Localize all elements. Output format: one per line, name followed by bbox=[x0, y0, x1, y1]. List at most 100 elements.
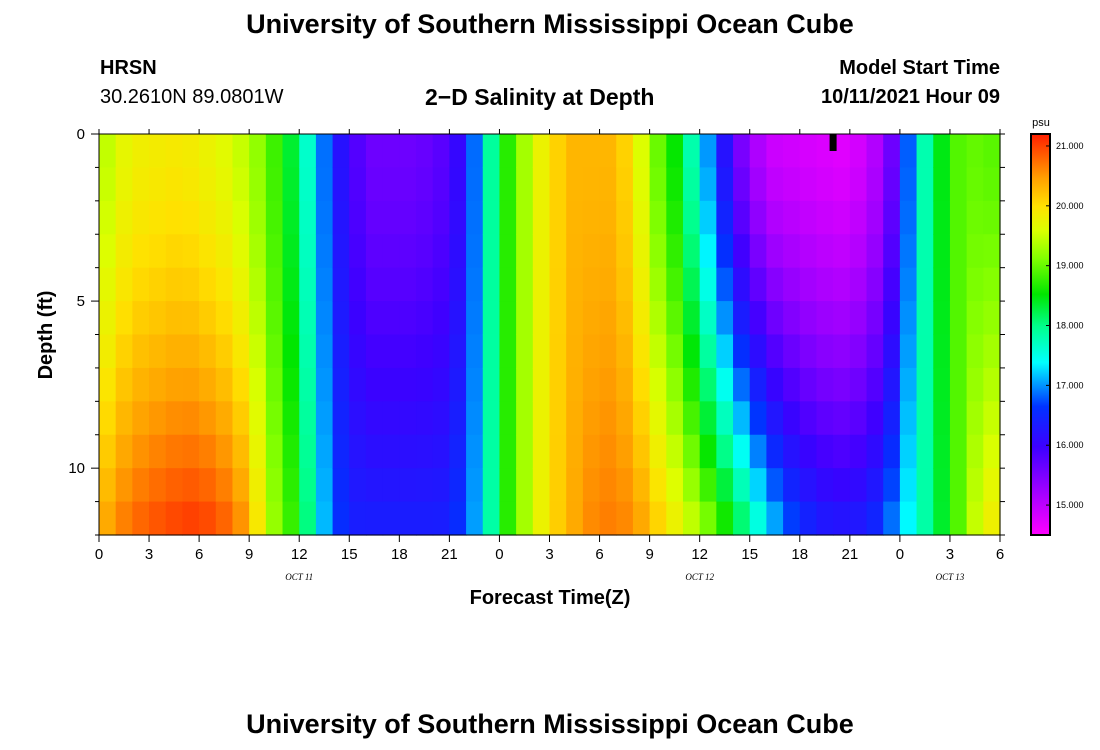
heatmap-cell bbox=[900, 468, 917, 502]
heatmap-cell bbox=[366, 201, 383, 235]
heatmap-cell bbox=[566, 368, 583, 402]
heatmap-cell bbox=[199, 134, 216, 168]
heatmap-cell bbox=[733, 335, 750, 369]
heatmap-cell bbox=[800, 401, 817, 435]
heatmap-cell bbox=[650, 234, 667, 268]
heatmap-cell bbox=[716, 502, 733, 536]
heatmap-cell bbox=[633, 301, 650, 335]
heatmap-cell bbox=[116, 201, 133, 235]
heatmap-cell bbox=[166, 301, 183, 335]
heatmap-cell bbox=[199, 435, 216, 469]
heatmap-cell bbox=[366, 134, 383, 168]
heatmap-cell bbox=[566, 502, 583, 536]
colorbar-tick-label: 17.000 bbox=[1056, 380, 1084, 390]
heatmap-cell bbox=[232, 368, 249, 402]
heatmap-cell bbox=[483, 502, 500, 536]
heatmap-cell bbox=[266, 301, 283, 335]
heatmap-cell bbox=[283, 502, 300, 536]
heatmap-cell bbox=[983, 368, 1000, 402]
heatmap-cell bbox=[733, 435, 750, 469]
heatmap-cell bbox=[483, 335, 500, 369]
heatmap-cell bbox=[566, 468, 583, 502]
heatmap-cell bbox=[933, 134, 950, 168]
heatmap-cell bbox=[499, 335, 516, 369]
heatmap-cell bbox=[600, 201, 617, 235]
heatmap-cell bbox=[850, 468, 867, 502]
heatmap-cell bbox=[466, 301, 483, 335]
x-tick-label: 3 bbox=[145, 546, 153, 563]
heatmap-cell bbox=[550, 401, 567, 435]
heatmap-cell bbox=[867, 201, 884, 235]
heatmap-cell bbox=[416, 301, 433, 335]
heatmap-cell bbox=[449, 502, 466, 536]
heatmap-cell bbox=[616, 301, 633, 335]
heatmap-cell bbox=[733, 368, 750, 402]
heatmap-cell bbox=[716, 368, 733, 402]
heatmap-cell bbox=[299, 335, 316, 369]
heatmap-cell bbox=[600, 268, 617, 302]
heatmap-cell bbox=[833, 468, 850, 502]
heatmap-cell bbox=[950, 435, 967, 469]
heatmap-cell bbox=[483, 301, 500, 335]
heatmap-cell bbox=[399, 167, 416, 201]
heatmap-cell bbox=[716, 134, 733, 168]
heatmap-cell bbox=[249, 368, 266, 402]
heatmap-cell bbox=[933, 468, 950, 502]
heatmap-cell bbox=[783, 401, 800, 435]
heatmap-cell bbox=[99, 468, 116, 502]
x-tick-label: 3 bbox=[946, 546, 954, 563]
heatmap-cell bbox=[800, 368, 817, 402]
heatmap-cell bbox=[466, 335, 483, 369]
heatmap-cell bbox=[132, 401, 149, 435]
heatmap-cell bbox=[933, 201, 950, 235]
heatmap-cell bbox=[132, 335, 149, 369]
x-tick-label: 6 bbox=[996, 546, 1004, 563]
heatmap-cell bbox=[349, 401, 366, 435]
heatmap-cell bbox=[149, 368, 166, 402]
heatmap-cell bbox=[666, 435, 683, 469]
heatmap-cell bbox=[116, 401, 133, 435]
heatmap-cell bbox=[299, 468, 316, 502]
heatmap-cell bbox=[833, 201, 850, 235]
salinity-heatmap-chart: 0 3 6 9 12 15 18 21 0 3 6 9 12 15 18 21 0 3 6OCT 11 OCT 12 O… bbox=[0, 0, 1100, 750]
heatmap-cell bbox=[399, 301, 416, 335]
heatmap-cell bbox=[416, 335, 433, 369]
heatmap-cell bbox=[850, 435, 867, 469]
heatmap-cell bbox=[433, 368, 450, 402]
heatmap-cell bbox=[967, 435, 984, 469]
heatmap-cell bbox=[816, 468, 833, 502]
heatmap-cell bbox=[383, 401, 400, 435]
heatmap-cell bbox=[833, 335, 850, 369]
heatmap-cell bbox=[216, 234, 233, 268]
heatmap-cell bbox=[433, 301, 450, 335]
heatmap-cell bbox=[283, 201, 300, 235]
heatmap-cell bbox=[850, 268, 867, 302]
heatmap-cell bbox=[316, 167, 333, 201]
heatmap-cell bbox=[182, 268, 199, 302]
heatmap-cell bbox=[116, 167, 133, 201]
heatmap-cell bbox=[850, 335, 867, 369]
heatmap-cell bbox=[416, 368, 433, 402]
heatmap-cell bbox=[950, 234, 967, 268]
heatmap-cell bbox=[483, 201, 500, 235]
heatmap-cell bbox=[666, 134, 683, 168]
heatmap-cell bbox=[466, 502, 483, 536]
heatmap-cell bbox=[433, 134, 450, 168]
heatmap-cell bbox=[299, 368, 316, 402]
heatmap-cell bbox=[700, 234, 717, 268]
heatmap-cell bbox=[816, 401, 833, 435]
heatmap-cell bbox=[716, 435, 733, 469]
colorbar-ticks: 21.00020.00019.00018.00017.00016.00015.0… bbox=[1046, 141, 1084, 510]
heatmap-cell bbox=[216, 134, 233, 168]
heatmap-cell bbox=[750, 401, 767, 435]
heatmap-cell bbox=[716, 401, 733, 435]
heatmap-cell bbox=[283, 301, 300, 335]
heatmap-cell bbox=[917, 134, 934, 168]
heatmap-cell bbox=[533, 401, 550, 435]
heatmap-cell bbox=[783, 468, 800, 502]
heatmap-cell bbox=[583, 335, 600, 369]
heatmap-cell bbox=[883, 234, 900, 268]
heatmap-cell bbox=[116, 301, 133, 335]
heatmap-cell bbox=[683, 368, 700, 402]
heatmap-cell bbox=[750, 268, 767, 302]
